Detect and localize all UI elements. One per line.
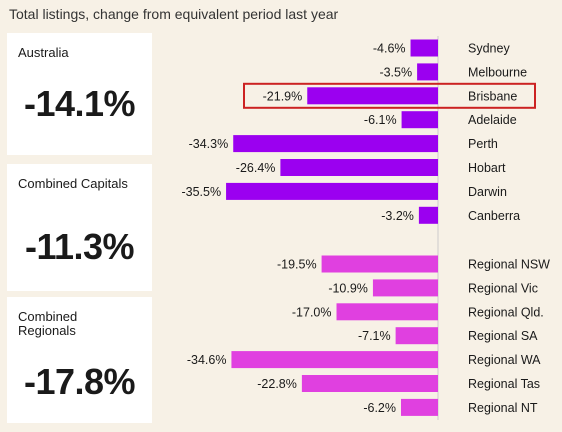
bar-perth (233, 135, 438, 153)
value-label-hobart: -26.4% (236, 161, 276, 175)
category-label-regional-qld: Regional Qld. (468, 305, 544, 319)
category-label-melbourne: Melbourne (468, 65, 527, 79)
category-label-hobart: Hobart (468, 161, 506, 175)
value-label-regional-nsw: -19.5% (277, 258, 317, 272)
category-label-adelaide: Adelaide (468, 113, 517, 127)
combined-capitals-value: -11.3% (24, 226, 135, 267)
bar-regional-nsw (321, 255, 438, 273)
combined-regionals-label: Combined Regionals (18, 309, 78, 338)
australia-value: -14.1% (23, 83, 136, 124)
highlight-box-brisbane (243, 82, 536, 109)
bar-melbourne (417, 63, 438, 81)
bar-canberra (418, 206, 438, 224)
category-label-brisbane: Brisbane (468, 89, 517, 103)
bar-darwin (226, 182, 438, 200)
value-label-regional-qld: -17.0% (292, 305, 332, 319)
combined-capitals-card: Combined Capitals -11.3% (7, 164, 152, 291)
category-label-regional-nt: Regional NT (468, 401, 538, 415)
value-label-regional-tas: -22.8% (257, 377, 297, 391)
bar-regional-qld (336, 303, 438, 321)
category-label-canberra: Canberra (468, 209, 520, 223)
combined-capitals-label: Combined Capitals (18, 176, 128, 191)
category-label-darwin: Darwin (468, 185, 507, 199)
bar-regional-sa (395, 327, 438, 345)
value-label-regional-sa: -7.1% (358, 329, 391, 343)
bar-adelaide (401, 111, 438, 129)
bar-regional-vic (372, 279, 438, 297)
category-label-regional-sa: Regional SA (468, 329, 538, 343)
chart-title: Total listings, change from equivalent p… (9, 6, 339, 22)
category-label-regional-vic: Regional Vic (468, 281, 538, 295)
category-label-regional-tas: Regional Tas (468, 377, 540, 391)
value-label-melbourne: -3.5% (379, 65, 412, 79)
bar-brisbane (307, 87, 438, 105)
value-label-perth: -34.3% (189, 137, 229, 151)
combined-regionals-card: Combined Regionals -17.8% (7, 297, 152, 423)
bar-regional-tas (301, 375, 438, 392)
value-label-brisbane: -21.9% (263, 89, 303, 103)
australia-label: Australia (18, 45, 69, 60)
bar-hobart (280, 159, 438, 176)
australia-card: Australia -14.1% (7, 33, 152, 155)
combined-regionals-value: -17.8% (23, 361, 136, 402)
value-label-regional-nt: -6.2% (363, 401, 396, 415)
bar-regional-nt (400, 398, 438, 416)
bar-sydney (410, 39, 438, 57)
category-label-perth: Perth (468, 137, 498, 151)
value-label-adelaide: -6.1% (364, 113, 397, 127)
bar-regional-wa (231, 351, 438, 369)
value-label-darwin: -35.5% (181, 185, 221, 199)
value-label-regional-wa: -34.6% (187, 353, 227, 367)
category-label-regional-wa: Regional WA (468, 353, 541, 367)
category-label-sydney: Sydney (468, 42, 510, 56)
value-label-sydney: -4.6% (373, 42, 406, 56)
value-label-regional-vic: -10.9% (328, 281, 368, 295)
category-label-regional-nsw: Regional NSW (468, 258, 550, 272)
value-label-canberra: -3.2% (381, 209, 414, 223)
